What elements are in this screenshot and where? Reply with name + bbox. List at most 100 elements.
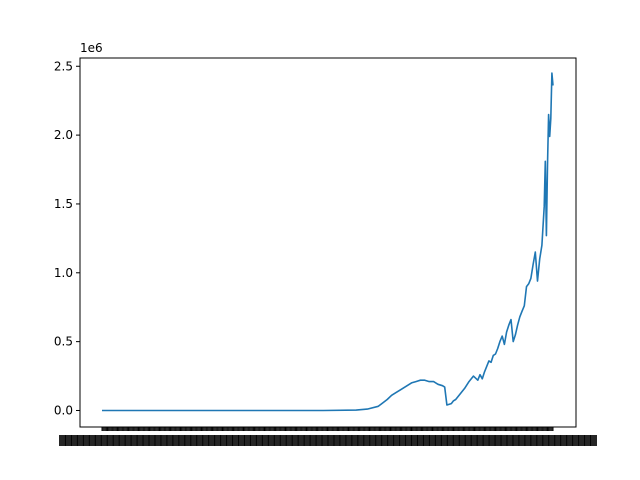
x-tick-label-glyph bbox=[345, 435, 353, 446]
x-tick-label-glyph bbox=[518, 435, 526, 446]
x-tick-label-glyph bbox=[542, 435, 550, 446]
x-tick-label-glyph bbox=[494, 435, 502, 446]
x-tick-label-glyph bbox=[476, 435, 484, 446]
x-tick-label-glyph bbox=[82, 435, 90, 446]
series-layer bbox=[102, 72, 554, 412]
x-tick-label-glyph bbox=[488, 435, 496, 446]
x-tick-label-glyph bbox=[506, 435, 514, 446]
x-tick-label-glyph bbox=[393, 435, 401, 446]
x-tick-label-glyph bbox=[464, 435, 472, 446]
x-tick-label-glyph bbox=[249, 435, 257, 446]
y-tick-label: 1.0 bbox=[54, 266, 73, 280]
y-offset-label: 1e6 bbox=[80, 41, 103, 55]
x-tick-label-glyph bbox=[470, 435, 478, 446]
x-tick-label-glyph bbox=[321, 435, 329, 446]
x-tick-label-glyph bbox=[88, 435, 96, 446]
x-tick-label-glyph bbox=[142, 435, 150, 446]
x-tick-label-glyph bbox=[381, 435, 389, 446]
x-tick-label-glyph bbox=[208, 435, 216, 446]
x-tick-label-glyph bbox=[375, 435, 383, 446]
x-tick-label-glyph bbox=[112, 435, 120, 446]
x-tick-label-glyph bbox=[76, 435, 84, 446]
x-tick-label-glyph bbox=[184, 435, 192, 446]
series-line bbox=[102, 72, 554, 412]
x-tick-label-glyph bbox=[422, 435, 430, 446]
x-tick-label-glyph bbox=[291, 435, 299, 446]
x-tick-label-glyph bbox=[237, 435, 245, 446]
x-tick-label-glyph bbox=[196, 435, 204, 446]
x-tick-label-glyph bbox=[100, 435, 108, 446]
x-tick-label-glyph bbox=[578, 435, 586, 446]
x-tick-label-glyph bbox=[500, 435, 508, 446]
x-tick-label-glyph bbox=[351, 435, 359, 446]
y-tick-label: 0.0 bbox=[54, 403, 73, 417]
y-axis: 0.0 0.5 1.0 1.5 2.0 2.5 bbox=[54, 59, 80, 417]
x-tick-label-glyph bbox=[357, 435, 365, 446]
x-tick-label-glyph bbox=[106, 435, 114, 446]
x-axis bbox=[59, 427, 597, 446]
x-tick-label-glyph bbox=[255, 435, 263, 446]
x-tick-label-glyph bbox=[160, 435, 168, 446]
x-tick-label-glyph bbox=[154, 435, 162, 446]
x-tick-label-glyph bbox=[130, 435, 138, 446]
x-tick-label-glyph bbox=[530, 435, 538, 446]
x-tick-label-glyph bbox=[554, 435, 562, 446]
x-tick-label-glyph bbox=[590, 435, 597, 446]
x-tick-label-glyph bbox=[482, 435, 490, 446]
x-tick-label-glyph bbox=[339, 435, 347, 446]
x-tick-label-glyph bbox=[303, 435, 311, 446]
x-tick-label-glyph bbox=[560, 435, 568, 446]
x-tick-label-glyph bbox=[363, 435, 371, 446]
x-tick-label-glyph bbox=[148, 435, 156, 446]
x-tick-label-glyph bbox=[220, 435, 228, 446]
x-tick-label-glyph bbox=[297, 435, 305, 446]
y-tick-label: 1.5 bbox=[54, 197, 73, 211]
x-tick-label-glyph bbox=[524, 435, 532, 446]
x-tick-label-glyph bbox=[512, 435, 520, 446]
x-tick-label-glyph bbox=[584, 435, 592, 446]
x-tick-label-glyph bbox=[333, 435, 341, 446]
x-tick-label-glyph bbox=[309, 435, 317, 446]
x-tick-label-glyph bbox=[267, 435, 275, 446]
y-tick-label: 0.5 bbox=[54, 335, 73, 349]
x-tick-label-glyph bbox=[64, 435, 72, 446]
x-tick-label-glyph bbox=[70, 435, 78, 446]
x-tick-label-glyph bbox=[428, 435, 436, 446]
x-tick-label-glyph bbox=[279, 435, 287, 446]
x-tick-label-glyph bbox=[315, 435, 323, 446]
y-tick-label: 2.0 bbox=[54, 128, 73, 142]
x-tick-label-glyph bbox=[94, 435, 102, 446]
x-tick-label-glyph bbox=[572, 435, 580, 446]
x-tick-label-glyph bbox=[548, 435, 556, 446]
x-tick-label-glyph bbox=[190, 435, 198, 446]
x-tick-label-glyph bbox=[285, 435, 293, 446]
x-tick-label-glyph bbox=[59, 435, 66, 446]
x-tick-label-glyph bbox=[369, 435, 377, 446]
x-tick-label-glyph bbox=[136, 435, 144, 446]
plot-area bbox=[79, 57, 577, 428]
x-tick-label-glyph bbox=[214, 435, 222, 446]
x-tick-label-glyph bbox=[452, 435, 460, 446]
x-tick-label-glyph bbox=[243, 435, 251, 446]
x-tick-label-glyph bbox=[440, 435, 448, 446]
x-tick-label-glyph bbox=[232, 435, 240, 446]
x-tick-label-glyph bbox=[387, 435, 395, 446]
x-tick-label-glyph bbox=[399, 435, 407, 446]
x-tick-label-glyph bbox=[202, 435, 210, 446]
x-tick-label-glyph bbox=[434, 435, 442, 446]
x-tick-label-glyph bbox=[458, 435, 466, 446]
y-tick-label: 2.5 bbox=[54, 59, 73, 73]
x-tick-label-glyph bbox=[226, 435, 234, 446]
x-tick-label-glyph bbox=[178, 435, 186, 446]
x-tick-label-glyph bbox=[118, 435, 126, 446]
x-tick-label-glyph bbox=[124, 435, 132, 446]
x-tick-label-glyph bbox=[172, 435, 180, 446]
x-tick-label-glyph bbox=[261, 435, 269, 446]
x-tick-label-glyph bbox=[405, 435, 413, 446]
x-tick-label-glyph bbox=[536, 435, 544, 446]
x-tick-label-glyph bbox=[566, 435, 574, 446]
x-tick-label-glyph bbox=[416, 435, 424, 446]
x-tick-label-glyph bbox=[166, 435, 174, 446]
x-tick-label-glyph bbox=[273, 435, 281, 446]
